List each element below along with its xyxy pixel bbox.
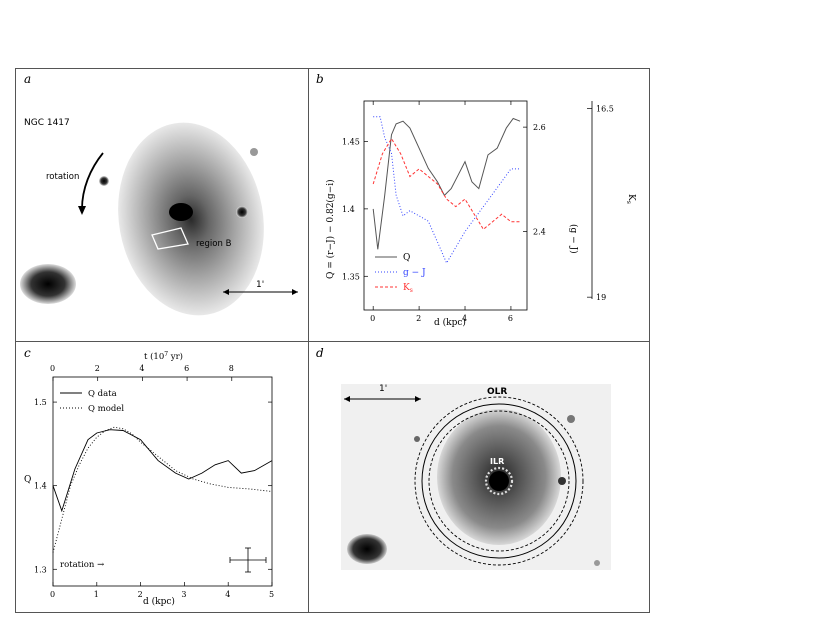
panel-divider-vertical	[308, 68, 309, 613]
c-series-1	[52, 426, 273, 553]
panel-c-chart: 0 1 2 3 4 50 2 4 6 81.31.41.5 t (107 yr) d (kpc) …	[24, 351, 274, 607]
panel-d-label: d	[316, 346, 324, 360]
bright-star-corner	[20, 264, 76, 304]
panel-b-chart: 0 2 4 6 1.35 1.4 1.45 2.4 2.6 16.5 19 d (kpc) Q = …	[325, 100, 636, 328]
star-d-1	[414, 436, 420, 442]
c-xtick-label: 5	[269, 590, 274, 599]
b-xtick-label: 6	[508, 314, 513, 323]
galaxy-body	[118, 122, 264, 316]
b-series-0	[372, 117, 521, 250]
figure-frame	[15, 68, 650, 613]
error-bar-cross	[229, 547, 267, 573]
c-legend: Q data Q model	[60, 389, 124, 414]
panel-d-image: 1' OLR ILR	[341, 384, 611, 570]
star-1	[99, 176, 109, 186]
c-ytick-label: 1.3	[34, 565, 47, 574]
panel-b-label: b	[316, 72, 324, 86]
c-top-tick-label: 8	[229, 364, 234, 373]
c-xtick-label: 0	[50, 590, 55, 599]
star-d-corner	[347, 534, 387, 564]
scale-label-d: 1'	[379, 384, 387, 394]
star-d-4	[594, 560, 600, 566]
b-series-1	[373, 116, 521, 265]
c-ytick-label: 1.4	[34, 482, 47, 491]
b-legend-gj: g − J	[403, 268, 426, 278]
b-legend: Q g − J Ks	[375, 253, 426, 294]
ilr-label: ILR	[490, 457, 504, 466]
c-ylabel: Q	[24, 475, 31, 485]
c-xtick-label: 1	[94, 590, 99, 599]
c-xtick-label: 3	[181, 590, 186, 599]
b-ytick-mid-label: 2.6	[533, 123, 546, 132]
scale-arrow-left	[223, 289, 229, 295]
star-2	[236, 206, 248, 218]
c-top-tick-label: 6	[184, 364, 189, 373]
galaxy-d-core	[489, 471, 509, 491]
panel-c-label: c	[24, 346, 31, 360]
c-legend-data: Q data	[88, 389, 117, 399]
scale-d-arrow-left	[344, 396, 350, 402]
region-label: region B	[196, 239, 232, 249]
b-xtick-label: 4	[462, 314, 467, 323]
c-top-axis-label: t (107 yr)	[144, 351, 183, 362]
b-ytick-right-label: 19	[596, 293, 606, 302]
star-3	[250, 148, 258, 156]
c-xtick-label: 4	[225, 590, 230, 599]
corotation-circle	[421, 403, 577, 559]
rotation-label: rotation	[46, 172, 79, 182]
scale-d-arrow-right	[415, 396, 421, 402]
c-top-tick-label: 0	[50, 364, 55, 373]
b-ytick-left-label: 1.45	[342, 137, 360, 146]
b-ytick-mid-label: 2.4	[533, 228, 546, 237]
star-d-3	[558, 477, 566, 485]
b-ylabel-mid: (g − J)	[568, 224, 579, 254]
b-xtick-label: 2	[416, 314, 421, 323]
c-legend-model: Q model	[88, 404, 124, 414]
ilr-circle	[484, 466, 514, 496]
c-xtick-label: 2	[138, 590, 143, 599]
b-xlabel: d (kpc)	[434, 317, 466, 328]
b-ylabel-left: Q = (r−J) − 0.82(g−i)	[325, 179, 336, 279]
b-legend-ks: Ks	[403, 283, 413, 294]
scale-arrow-right	[292, 289, 298, 295]
b-ytick-left-label: 1.4	[342, 205, 355, 214]
panel-divider-horizontal	[15, 341, 650, 342]
galaxy-core	[169, 203, 193, 221]
b-plot-frame	[363, 100, 528, 311]
c-series-0	[52, 429, 273, 513]
c-plot-frame	[52, 376, 273, 587]
c-rotation-label: rotation →	[60, 560, 104, 570]
b-ytick-right-label: 16.5	[596, 105, 614, 114]
panel-a-image: NGC 1417 rotation region B 1'	[20, 118, 298, 316]
scale-label-a: 1'	[256, 280, 264, 290]
corotation-circle-inner	[428, 410, 570, 552]
olr-label: OLR	[487, 387, 507, 397]
c-top-tick-label: 4	[139, 364, 144, 373]
b-ytick-left-label: 1.35	[342, 272, 360, 281]
b-legend-q: Q	[403, 253, 410, 263]
c-top-tick-label: 2	[95, 364, 100, 373]
c-xlabel: d (kpc)	[143, 596, 175, 607]
b-series-2	[372, 137, 521, 231]
c-ytick-label: 1.5	[34, 398, 47, 407]
rotation-arrow	[81, 152, 104, 210]
rotation-arrowhead	[78, 206, 86, 215]
b-xtick-label: 0	[370, 314, 375, 323]
panel-a-label: a	[24, 72, 32, 86]
region-b-outline	[151, 227, 189, 250]
galaxy-name: NGC 1417	[24, 118, 70, 128]
star-d-2	[567, 415, 575, 423]
b-ylabel-right: Ks	[625, 194, 636, 204]
olr-circle	[414, 396, 584, 566]
